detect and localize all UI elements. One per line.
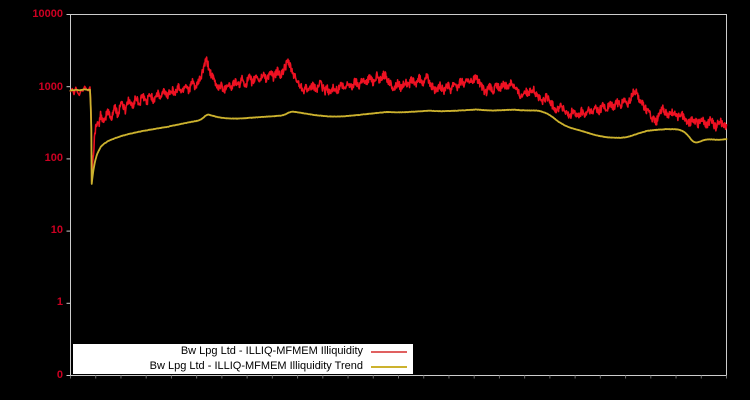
x-axis-ticks: [70, 375, 727, 379]
y-axis-ticks: [66, 14, 71, 376]
legend-swatch-illiquidity: [371, 350, 407, 353]
series-line-illiquidity: [69, 56, 728, 183]
y-tick-label-0: 0: [56, 369, 63, 381]
y-tick-label-10: 10: [50, 224, 63, 236]
y-axis-labels: 10000 1000 100 10 1 0: [0, 0, 63, 400]
legend-swatch-illiquidity-trend: [371, 365, 407, 368]
legend-label-illiquidity-trend: Bw Lpg Ltd - ILLIQ-MFMEM Illiquidity Tre…: [149, 360, 363, 372]
series-line-illiquidity-trend: [69, 88, 728, 185]
legend-label-illiquidity: Bw Lpg Ltd - ILLIQ-MFMEM Illiquidity: [180, 345, 363, 357]
chart-legend: Bw Lpg Ltd - ILLIQ-MFMEM Illiquidity Bw …: [73, 344, 413, 374]
y-tick-label-10000: 10000: [32, 8, 63, 20]
legend-entry-illiquidity-trend: Bw Lpg Ltd - ILLIQ-MFMEM Illiquidity Tre…: [73, 359, 413, 374]
y-tick-label-1: 1: [56, 296, 63, 308]
y-tick-label-1000: 1000: [38, 81, 63, 93]
y-tick-label-100: 100: [44, 152, 63, 164]
legend-entry-illiquidity: Bw Lpg Ltd - ILLIQ-MFMEM Illiquidity: [73, 344, 413, 359]
